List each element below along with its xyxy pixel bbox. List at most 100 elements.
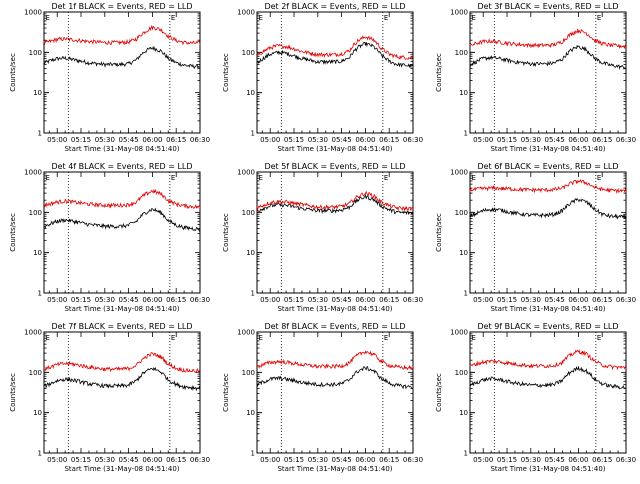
event-marker-label: E	[46, 174, 50, 182]
plot-frame	[469, 331, 627, 454]
event-marker-label: E	[597, 334, 601, 342]
x-tick-label: 05:00	[47, 136, 67, 144]
y-tick-label: 1	[464, 290, 468, 298]
y-tick-label: 100	[242, 49, 255, 57]
x-tick-label: 05:45	[332, 136, 352, 144]
y-tick-label: 1	[38, 290, 42, 298]
x-tick-label: 06:30	[616, 296, 636, 304]
x-tick-label: 05:30	[308, 136, 328, 144]
event-marker-label: E	[384, 14, 388, 22]
y-tick-label: 1	[251, 290, 255, 298]
y-tick-label: 1	[251, 130, 255, 138]
x-tick-label: 06:15	[166, 296, 186, 304]
y-tick-label: 1000	[24, 169, 42, 177]
y-tick-label: 100	[455, 369, 468, 377]
x-tick-label: 05:00	[473, 296, 493, 304]
y-tick-label: 1000	[24, 9, 42, 17]
y-tick-label: 10	[246, 89, 255, 97]
x-tick-label: 06:00	[355, 456, 375, 464]
x-tick-label: 06:15	[592, 136, 612, 144]
y-tick-label: 100	[242, 369, 255, 377]
lld-series-line	[43, 352, 201, 374]
y-tick-label: 10	[33, 249, 42, 257]
x-tick-label: 06:15	[166, 136, 186, 144]
lld-series-line	[43, 188, 201, 210]
x-tick-label: 05:30	[308, 456, 328, 464]
panel-title: Det 9f BLACK = Events, RED = LLD	[477, 322, 618, 331]
x-tick-label: 06:15	[592, 456, 612, 464]
panel-title: Det 1f BLACK = Events, RED = LLD	[51, 2, 192, 11]
x-tick-label: 05:00	[47, 296, 67, 304]
x-tick-label: 05:45	[545, 296, 565, 304]
x-tick-label: 05:30	[521, 136, 541, 144]
event-marker-label: E	[472, 174, 476, 182]
y-tick-label: 1000	[24, 329, 42, 337]
x-tick-label: 06:30	[190, 136, 210, 144]
plot-frame	[256, 171, 414, 294]
panel-title: Det 3f BLACK = Events, RED = LLD	[477, 2, 618, 11]
x-tick-label: 05:30	[521, 296, 541, 304]
x-tick-label: 05:15	[284, 296, 304, 304]
x-tick-label: 06:15	[379, 456, 399, 464]
x-tick-label: 05:45	[119, 296, 139, 304]
detector-panel-1: Det 1f BLACK = Events, RED = LLD 1 10 100 10…	[9, 2, 210, 153]
panel-title: Det 7f BLACK = Events, RED = LLD	[51, 322, 192, 331]
y-tick-label: 1	[464, 450, 468, 458]
y-tick-label: 1000	[450, 329, 468, 337]
x-tick-label: 05:45	[332, 296, 352, 304]
plot-frame	[256, 331, 414, 454]
detector-panel-7: Det 7f BLACK = Events, RED = LLD 1 10 100 10…	[9, 322, 210, 473]
event-marker-label: E	[171, 14, 175, 22]
lld-series-line	[43, 24, 201, 46]
x-tick-label: 05:00	[47, 456, 67, 464]
x-axis-title: Start Time (31-May-08 04:51:40)	[64, 145, 179, 153]
x-tick-label: 05:15	[71, 296, 91, 304]
y-axis-title: Counts/sec	[435, 373, 443, 412]
y-tick-label: 1000	[450, 9, 468, 17]
x-tick-label: 06:00	[142, 296, 162, 304]
y-tick-label: 10	[33, 409, 42, 417]
x-tick-label: 06:00	[568, 136, 588, 144]
event-marker-label: E	[472, 14, 476, 22]
x-tick-label: 06:30	[190, 456, 210, 464]
x-tick-label: 06:00	[568, 296, 588, 304]
detector-panel-6: Det 6f BLACK = Events, RED = LLD 1 10 100 10…	[435, 162, 636, 313]
event-marker-label: E	[46, 14, 50, 22]
event-marker-label: E	[384, 334, 388, 342]
x-tick-label: 05:30	[95, 136, 115, 144]
x-tick-label: 05:45	[119, 456, 139, 464]
x-tick-label: 06:00	[355, 136, 375, 144]
detector-panel-2: Det 2f BLACK = Events, RED = LLD 1 10 100 10…	[222, 2, 423, 153]
event-marker-label: E	[259, 174, 263, 182]
x-tick-label: 06:30	[616, 136, 636, 144]
x-tick-label: 05:00	[260, 296, 280, 304]
x-axis-title: Start Time (31-May-08 04:51:40)	[490, 145, 605, 153]
plot-frame	[43, 11, 201, 134]
lld-series-line	[469, 28, 627, 50]
event-marker-label: E	[597, 174, 601, 182]
y-tick-label: 1	[464, 130, 468, 138]
detector-panel-4: Det 4f BLACK = Events, RED = LLD 1 10 100 10…	[9, 162, 210, 313]
x-tick-label: 06:30	[403, 456, 423, 464]
plot-frame	[43, 331, 201, 454]
x-tick-label: 05:00	[473, 456, 493, 464]
x-tick-label: 06:15	[379, 136, 399, 144]
events-series-line	[256, 41, 414, 69]
events-series-line	[256, 366, 414, 390]
y-tick-label: 1000	[237, 169, 255, 177]
x-axis-title: Start Time (31-May-08 04:51:40)	[277, 465, 392, 473]
x-tick-label: 06:15	[379, 296, 399, 304]
event-marker-label: E	[472, 334, 476, 342]
x-tick-label: 05:15	[284, 136, 304, 144]
event-marker-label: E	[259, 334, 263, 342]
x-tick-label: 05:30	[521, 456, 541, 464]
lld-series-line	[469, 349, 627, 371]
detector-panel-8: Det 8f BLACK = Events, RED = LLD 1 10 100 10…	[222, 322, 423, 473]
events-series-line	[43, 207, 201, 232]
y-tick-label: 10	[246, 409, 255, 417]
event-marker-label: E	[384, 174, 388, 182]
detector-panel-3: Det 3f BLACK = Events, RED = LLD 1 10 100 10…	[435, 2, 636, 153]
events-series-line	[256, 193, 414, 216]
y-axis-title: Counts/sec	[435, 213, 443, 252]
